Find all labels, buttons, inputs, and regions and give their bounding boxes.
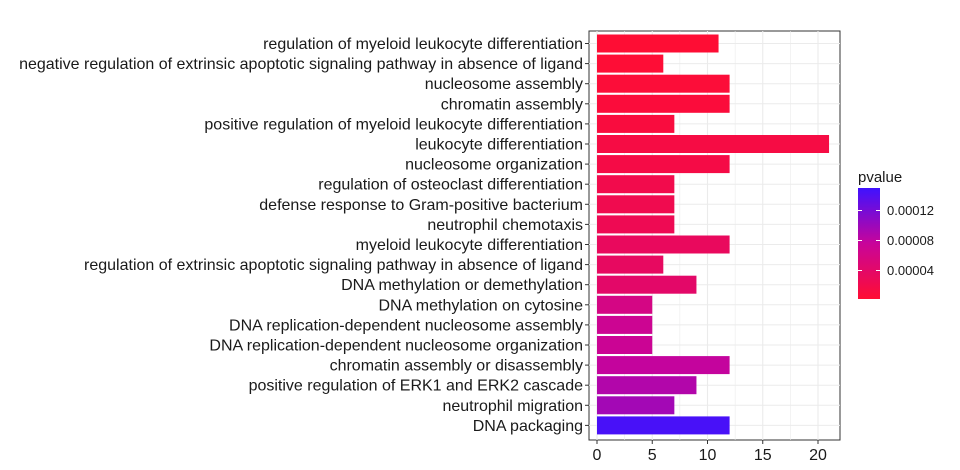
bars	[597, 34, 830, 435]
category-label: DNA packaging	[473, 418, 583, 435]
bar	[597, 114, 675, 133]
x-axis: 0 5 10 15 20	[593, 440, 827, 464]
bar	[597, 235, 730, 254]
category-label: neutrophil migration	[442, 398, 583, 415]
category-label: nucleosome assembly	[425, 76, 583, 93]
bar	[597, 336, 653, 354]
category-label: DNA methylation or demethylation	[341, 277, 583, 294]
legend: pvalue 0.00012 0.00008 0.00004	[858, 169, 934, 299]
category-label: positive regulation of ERK1 and ERK2 cas…	[249, 378, 584, 395]
bar	[597, 135, 830, 153]
x-tick-label: 0	[593, 447, 602, 464]
category-label: DNA replication-dependent nucleosome org…	[209, 338, 583, 355]
category-label: leukocyte differentiation	[415, 137, 583, 154]
category-labels: regulation of myeloid leukocyte differen…	[19, 36, 589, 435]
category-label: chromatin assembly or disassembly	[330, 358, 583, 375]
category-label: positive regulation of myeloid leukocyte…	[204, 116, 583, 133]
bar	[597, 376, 697, 395]
legend-tick-label: 0.00004	[887, 263, 934, 278]
bar	[597, 416, 730, 435]
category-label: DNA methylation on cytosine	[378, 297, 583, 314]
bar	[597, 275, 697, 294]
legend-tick-label: 0.00008	[887, 233, 934, 248]
bar	[597, 315, 653, 334]
x-tick-label: 10	[699, 447, 717, 464]
bar	[597, 94, 730, 113]
bar	[597, 175, 675, 194]
x-tick-label: 20	[809, 447, 827, 464]
legend-title: pvalue	[858, 169, 902, 186]
bar	[597, 396, 675, 415]
x-tick-label: 5	[648, 447, 657, 464]
bar	[597, 54, 664, 73]
category-label: chromatin assembly	[441, 96, 583, 113]
legend-ticks: 0.00012 0.00008 0.00004	[858, 203, 934, 278]
category-label: myeloid leukocyte differentiation	[356, 237, 583, 254]
bar	[597, 74, 730, 93]
bar	[597, 34, 719, 53]
category-label: neutrophil chemotaxis	[427, 217, 583, 234]
category-label: nucleosome organization	[405, 157, 583, 174]
bar	[597, 255, 664, 274]
x-tick-label: 15	[754, 447, 772, 464]
category-label: defense response to Gram-positive bacter…	[259, 197, 583, 214]
legend-colorbar	[858, 188, 880, 299]
bar	[597, 215, 675, 234]
category-label: negative regulation of extrinsic apoptot…	[19, 56, 583, 73]
category-label: DNA replication-dependent nucleosome ass…	[229, 317, 583, 334]
bar	[597, 356, 730, 375]
bar	[597, 195, 675, 214]
category-label: regulation of myeloid leukocyte differen…	[263, 36, 583, 53]
category-label: regulation of extrinsic apoptotic signal…	[84, 257, 583, 274]
category-label: regulation of osteoclast differentiation	[318, 177, 583, 194]
bar	[597, 155, 730, 174]
legend-tick-label: 0.00012	[887, 203, 934, 218]
bar	[597, 295, 653, 314]
